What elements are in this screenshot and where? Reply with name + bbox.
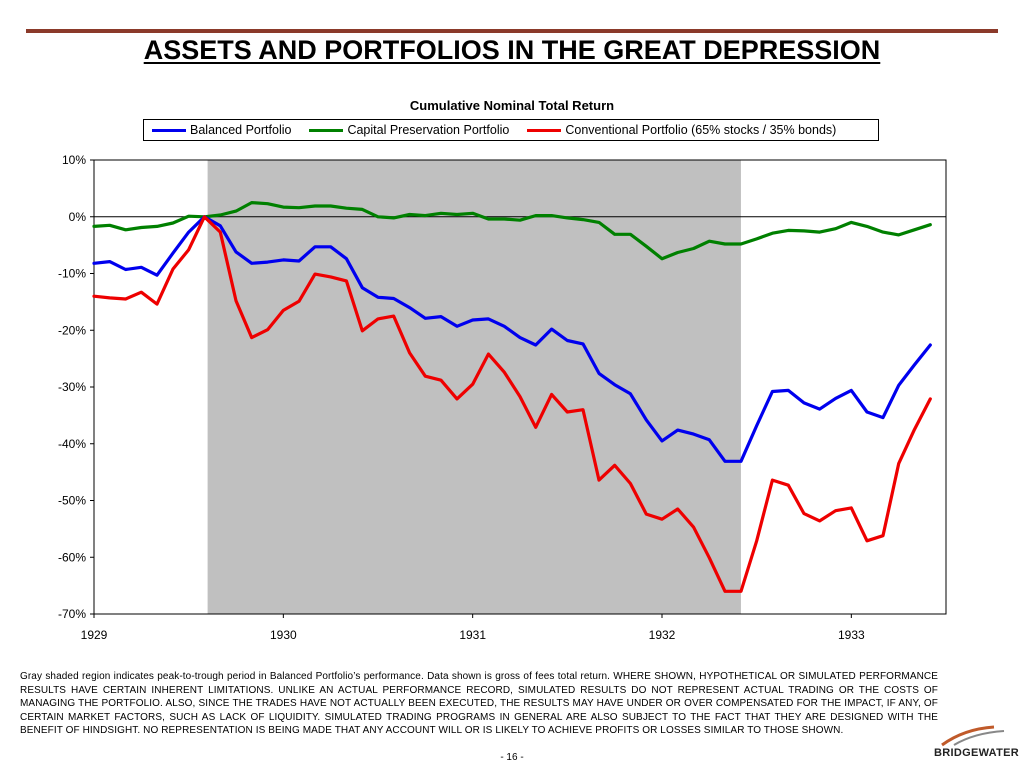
legend-item-conventional: Conventional Portfolio (65% stocks / 35%… xyxy=(527,123,836,137)
series-line-capital-preservation xyxy=(92,201,932,261)
x-tick-label: 1932 xyxy=(649,628,676,642)
legend-swatch-conventional xyxy=(527,128,562,132)
y-tick-label: -40% xyxy=(58,437,86,451)
legend-label-conventional: Conventional Portfolio (65% stocks / 35%… xyxy=(565,123,837,137)
chart-title: Cumulative Nominal Total Return xyxy=(409,98,615,113)
page-number: - 16 - xyxy=(500,752,524,763)
legend-item-balanced: Balanced Portfolio xyxy=(152,123,291,137)
legend-swatch-capital-preservation xyxy=(309,128,344,132)
y-tick-label: -60% xyxy=(58,550,86,564)
x-tick-label: 1929 xyxy=(81,628,108,642)
slide-title: ASSETS AND PORTFOLIOS IN THE GREAT DEPRE… xyxy=(0,35,1024,66)
x-tick-label: 1930 xyxy=(270,628,297,642)
series-line-conventional xyxy=(92,215,932,593)
x-tick-label: 1933 xyxy=(838,628,865,642)
legend-label-balanced: Balanced Portfolio xyxy=(190,123,292,137)
y-tick-label: -30% xyxy=(58,380,86,394)
y-tick-label: -10% xyxy=(58,267,86,281)
legend-item-capital-preservation: Capital Preservation Portfolio xyxy=(309,123,509,137)
disclaimer-text: Gray shaded region indicates peak-to-tro… xyxy=(20,671,938,736)
title-rule xyxy=(26,29,998,33)
logo-text: BRIDGEWATER xyxy=(934,747,1019,759)
line-chart: 10% 0% -10% -20% -30% -40% -50% -60% -70% 1929 193… xyxy=(58,153,947,642)
y-tick-label: -50% xyxy=(58,494,86,508)
slide-title-text: ASSETS AND PORTFOLIOS IN THE GREAT DEPRE… xyxy=(143,35,881,65)
logo-swoosh-icon xyxy=(941,725,1005,747)
y-tick-label: -20% xyxy=(58,323,86,337)
y-tick-label: 10% xyxy=(62,153,86,167)
peak-to-trough-shade xyxy=(207,160,741,614)
chart-legend: Balanced Portfolio Capital Preservation … xyxy=(143,119,879,141)
bridgewater-logo: BRIDGEWATER xyxy=(934,725,1019,765)
y-tick-label: -70% xyxy=(58,607,86,621)
series-line-balanced xyxy=(92,215,932,463)
legend-label-capital-preservation: Capital Preservation Portfolio xyxy=(347,123,510,137)
legend-swatch-balanced xyxy=(152,128,186,132)
x-tick-label: 1931 xyxy=(459,628,486,642)
y-tick-label: 0% xyxy=(69,210,87,224)
